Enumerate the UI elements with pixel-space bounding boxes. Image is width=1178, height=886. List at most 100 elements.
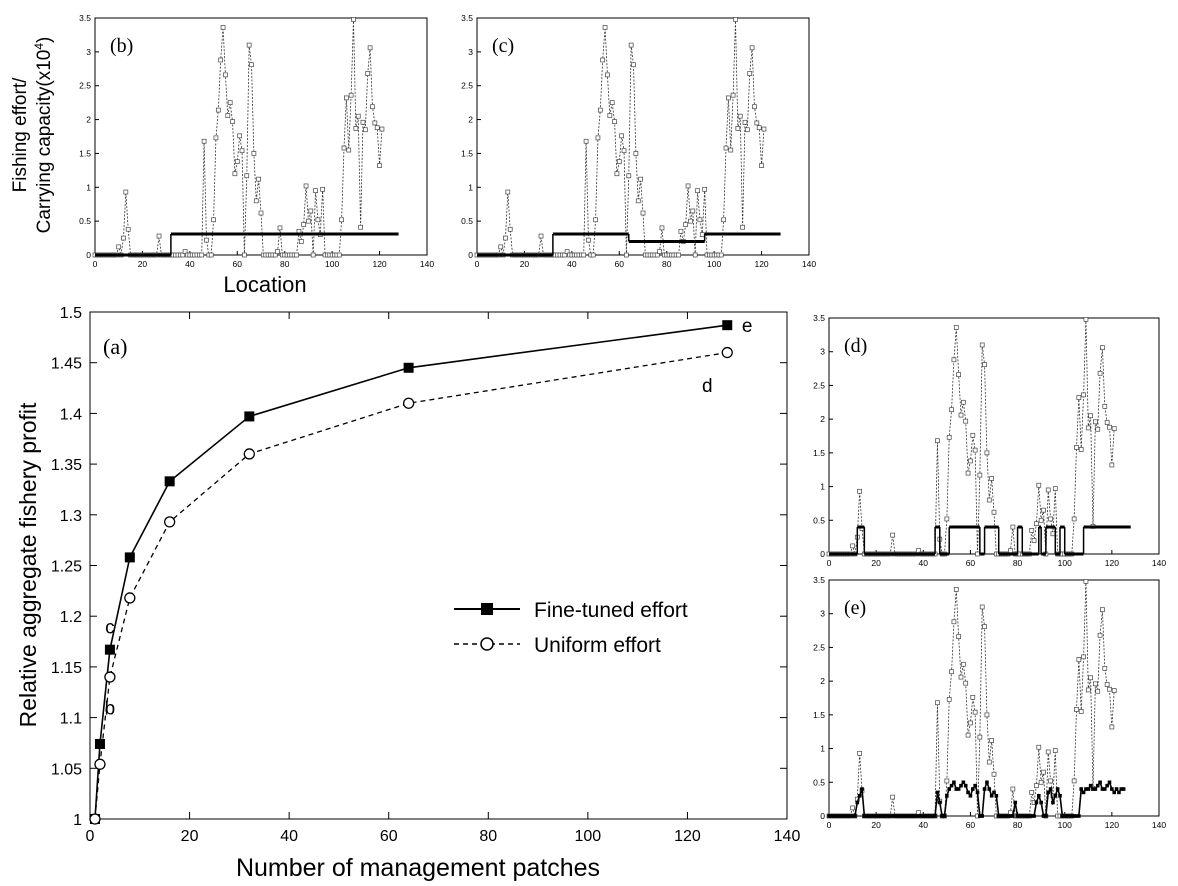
habitat-point-b — [213, 135, 219, 141]
effort-point-e — [999, 814, 1003, 818]
legend-label-uniform: Uniform effort — [534, 634, 661, 657]
effort-point-e — [1098, 780, 1102, 785]
habitat-point-c — [621, 148, 627, 154]
habitat-point-d — [1083, 316, 1089, 322]
x-tick-label-a: 120 — [674, 828, 701, 845]
habitat-point-d — [1052, 486, 1058, 491]
x-tick-label-e: 0 — [827, 820, 832, 830]
habitat-point-d — [1048, 516, 1053, 522]
habitat-point-b — [239, 148, 245, 154]
habitat-point-e — [1085, 687, 1091, 693]
habitat-point-d — [1045, 487, 1051, 493]
habitat-point-e — [857, 750, 862, 756]
habitat-point-d — [1050, 531, 1056, 537]
effort-point-e — [1074, 814, 1079, 818]
effort-point-e — [1041, 814, 1046, 818]
x-tick-label-a: 60 — [380, 828, 398, 845]
habitat-point-e — [1029, 790, 1035, 795]
effort-point-e — [843, 814, 848, 818]
habitat-point-e — [1111, 688, 1117, 693]
habitat-point-c — [752, 104, 757, 110]
effort-point-e — [1084, 787, 1088, 791]
effort-point-e — [985, 780, 989, 785]
habitat-point-d — [935, 438, 940, 444]
effort-point-e — [952, 780, 956, 785]
habitat-point-d — [1034, 521, 1039, 527]
habitat-point-b — [339, 217, 344, 223]
x-axis-label-a: Number of management patches — [236, 854, 600, 882]
habitat-point-d — [1107, 424, 1112, 430]
effort-point-e — [862, 814, 867, 818]
effort-point-e — [1013, 800, 1018, 805]
plot-frame-d — [828, 317, 1160, 555]
habitat-point-c — [728, 147, 734, 153]
habitat-point-b — [246, 42, 252, 48]
effort-point-e — [989, 793, 994, 798]
habitat-point-b — [123, 189, 129, 195]
habitat-point-e — [944, 778, 950, 784]
habitat-point-c — [581, 252, 587, 258]
habitat-point-c — [638, 176, 643, 182]
habitat-point-e — [982, 624, 987, 629]
habitat-point-b — [253, 198, 259, 204]
effort-point-e — [1100, 787, 1105, 791]
habitat-point-b — [220, 25, 226, 30]
habitat-point-e — [1041, 769, 1046, 775]
shared-y-label-line1: Fishing effort/ — [10, 77, 31, 192]
x-tick-label-e: 40 — [919, 820, 929, 830]
effort-point-e — [1069, 814, 1074, 818]
habitat-point-c — [688, 218, 693, 224]
habitat-point-c — [654, 252, 660, 258]
effort-point-e — [848, 814, 853, 818]
effort-point-e — [895, 814, 900, 818]
habitat-point-c — [498, 244, 504, 250]
habitat-point-c — [726, 95, 731, 101]
effort-point-e — [975, 790, 980, 795]
point-uniform — [104, 671, 116, 683]
habitat-point-d — [1078, 447, 1084, 452]
habitat-point-d — [956, 372, 961, 377]
habitat-point-b — [353, 126, 359, 131]
effort-point-e — [1051, 800, 1055, 805]
habitat-point-e — [958, 674, 964, 680]
x-tick-label-b: 140 — [420, 259, 434, 269]
effort-point-e — [1011, 814, 1015, 818]
habitat-point-e — [1036, 744, 1042, 750]
habitat-point-d — [1088, 413, 1093, 419]
y-tick-label-b: 1.5 — [79, 148, 91, 158]
habitat-point-d — [1104, 420, 1110, 425]
effort-point-e — [907, 814, 911, 818]
y-tick-label-e: 0.5 — [813, 777, 825, 787]
effort-point-e — [1119, 787, 1124, 791]
habitat-point-b — [298, 239, 304, 244]
point-fine-tuned — [164, 476, 175, 487]
habitat-point-b — [315, 217, 321, 223]
habitat-point-b — [377, 163, 382, 168]
panel-label-b: (b) — [110, 35, 133, 57]
habitat-point-e — [1104, 682, 1110, 687]
habitat-point-d — [986, 497, 992, 503]
effort-point-e — [970, 787, 975, 791]
effort-point-e — [959, 783, 963, 788]
y-tick-label-a: 1.2 — [60, 609, 82, 626]
habitat-point-d — [1093, 419, 1098, 425]
habitat-point-b — [121, 235, 126, 241]
panel-label-a: (a) — [103, 334, 127, 359]
point-fine-tuned — [124, 552, 135, 563]
effort-point-e — [1121, 787, 1126, 791]
effort-point-e — [949, 783, 954, 788]
effort-point-e — [947, 787, 952, 791]
habitat-point-d — [1071, 516, 1077, 522]
habitat-point-d — [1008, 548, 1013, 553]
habitat-point-b — [232, 171, 238, 177]
habitat-point-d — [953, 325, 959, 330]
point-uniform — [402, 397, 415, 409]
annotation-label: e — [742, 316, 753, 337]
effort-point-e — [933, 814, 937, 818]
x-tick-label-c: 140 — [802, 259, 816, 269]
effort-point-e — [1001, 814, 1006, 818]
habitat-point-e — [890, 794, 895, 800]
habitat-point-c — [678, 228, 684, 234]
effort-point-e — [834, 814, 838, 818]
effort-point-e — [956, 787, 961, 791]
